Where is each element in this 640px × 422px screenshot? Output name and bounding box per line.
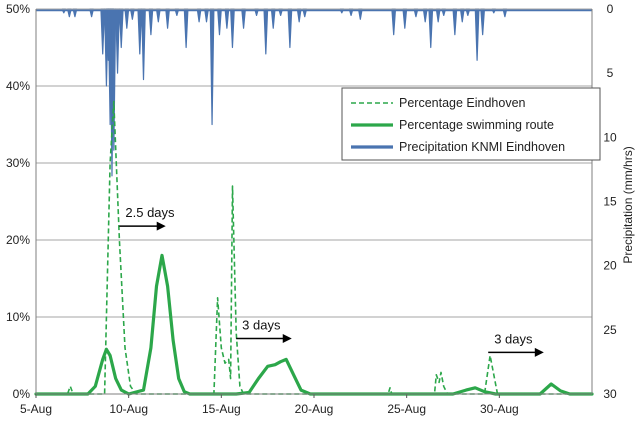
precip-spike bbox=[348, 8, 354, 17]
precip-spike bbox=[141, 8, 146, 81]
precip-spike bbox=[413, 8, 419, 18]
line-percentage-swimming-route bbox=[34, 253, 594, 396]
precip-spike bbox=[287, 8, 293, 49]
gridlines bbox=[36, 85, 592, 318]
legend-label-solid: Percentage swimming route bbox=[399, 118, 554, 132]
precip-spike bbox=[302, 8, 308, 18]
precip-spike bbox=[148, 8, 154, 36]
precip-spike bbox=[474, 8, 480, 61]
precip-spike bbox=[435, 8, 441, 23]
precip-spike bbox=[241, 8, 246, 29]
y-left-tick-label: 20% bbox=[6, 233, 30, 247]
annotation-label: 3 days bbox=[494, 331, 533, 346]
legend-label-dashed: Percentage Eindhoven bbox=[399, 96, 526, 110]
precip-spike bbox=[196, 8, 202, 23]
precip-spike bbox=[217, 8, 222, 36]
precip-spike bbox=[66, 8, 72, 18]
precip-spike bbox=[230, 8, 235, 49]
annotation-arrow-head bbox=[534, 347, 544, 357]
precip-spike bbox=[339, 8, 345, 14]
precip-spike bbox=[165, 8, 170, 29]
y-right-tick-label: 5 bbox=[607, 66, 614, 80]
annotation-label: 2.5 days bbox=[125, 205, 175, 220]
precip-spike bbox=[270, 8, 276, 29]
precip-spike bbox=[137, 8, 143, 55]
y-right-tick-label: 0 bbox=[607, 2, 614, 16]
precip-spike bbox=[174, 8, 180, 17]
x-tick-label: 15-Aug bbox=[202, 402, 241, 416]
annotation-arrow-head bbox=[156, 221, 166, 231]
tick-labels: 0% 10% 20% 30% 40% 50% 0 5 10 15 20 25 30 5-Aug 10-Aug… bbox=[6, 2, 617, 416]
precip-spike bbox=[296, 8, 302, 23]
precip-spike bbox=[422, 8, 428, 23]
annotation-arrow-head bbox=[282, 334, 292, 344]
y-left-tick-label: 10% bbox=[6, 310, 30, 324]
precip-spike bbox=[115, 8, 120, 74]
y-right-tick-label: 10 bbox=[603, 130, 617, 144]
y-right-tick-label: 20 bbox=[603, 259, 617, 273]
annotation-label: 3 days bbox=[242, 318, 281, 333]
x-tick-label: 30-Aug bbox=[480, 402, 519, 416]
precip-spike bbox=[480, 8, 486, 36]
x-tick-label: 5-Aug bbox=[20, 402, 52, 416]
precip-spike bbox=[155, 8, 161, 23]
y-right-axis-title: Precipitation (mm/hrs) bbox=[621, 146, 635, 263]
precip-spike bbox=[465, 8, 471, 17]
precip-spike bbox=[124, 8, 130, 29]
precip-spike bbox=[61, 8, 67, 14]
y-left-tick-label: 50% bbox=[6, 2, 30, 16]
precip-spike bbox=[452, 8, 458, 36]
precip-spike bbox=[100, 8, 106, 55]
precip-spike bbox=[209, 8, 215, 126]
precip-spike bbox=[204, 8, 209, 23]
precip-spike bbox=[491, 8, 497, 14]
precip-spike bbox=[402, 8, 408, 29]
precip-spike bbox=[278, 8, 284, 17]
line-percentage-eindhoven bbox=[36, 100, 592, 395]
y-right-tick-label: 25 bbox=[603, 323, 617, 337]
x-tick-label: 25-Aug bbox=[387, 402, 426, 416]
precip-spike bbox=[224, 8, 230, 29]
precip-spike bbox=[72, 8, 78, 18]
precip-spike bbox=[89, 8, 95, 18]
annotations: 2.5 days 3 days 3 days bbox=[119, 205, 544, 357]
legend-label-precip: Precipitation KNMI Eindhoven bbox=[399, 140, 565, 154]
precipitation-series bbox=[36, 8, 592, 177]
precip-spike bbox=[357, 8, 363, 20]
precip-spike bbox=[391, 8, 397, 36]
y-left-tick-label: 0% bbox=[13, 387, 31, 401]
y-right-tick-label: 15 bbox=[603, 195, 617, 209]
x-tick-label: 10-Aug bbox=[109, 402, 148, 416]
axes bbox=[35, 8, 593, 398]
legend: Percentage Eindhoven Percentage swimming… bbox=[341, 87, 601, 161]
y-left-tick-label: 40% bbox=[6, 79, 30, 93]
precip-spike bbox=[459, 8, 465, 23]
precip-spike bbox=[118, 8, 124, 49]
precip-spike bbox=[263, 8, 269, 55]
precip-spike bbox=[129, 8, 135, 20]
precip-spike bbox=[428, 8, 434, 49]
percentage-series bbox=[34, 100, 594, 396]
y-left-tick-label: 30% bbox=[6, 156, 30, 170]
y-right-tick-label: 30 bbox=[603, 387, 617, 401]
precip-spike bbox=[502, 8, 508, 18]
x-tick-label: 20-Aug bbox=[295, 402, 334, 416]
precip-spike bbox=[254, 8, 259, 17]
precip-spike bbox=[441, 8, 447, 17]
precip-spike bbox=[183, 8, 189, 49]
